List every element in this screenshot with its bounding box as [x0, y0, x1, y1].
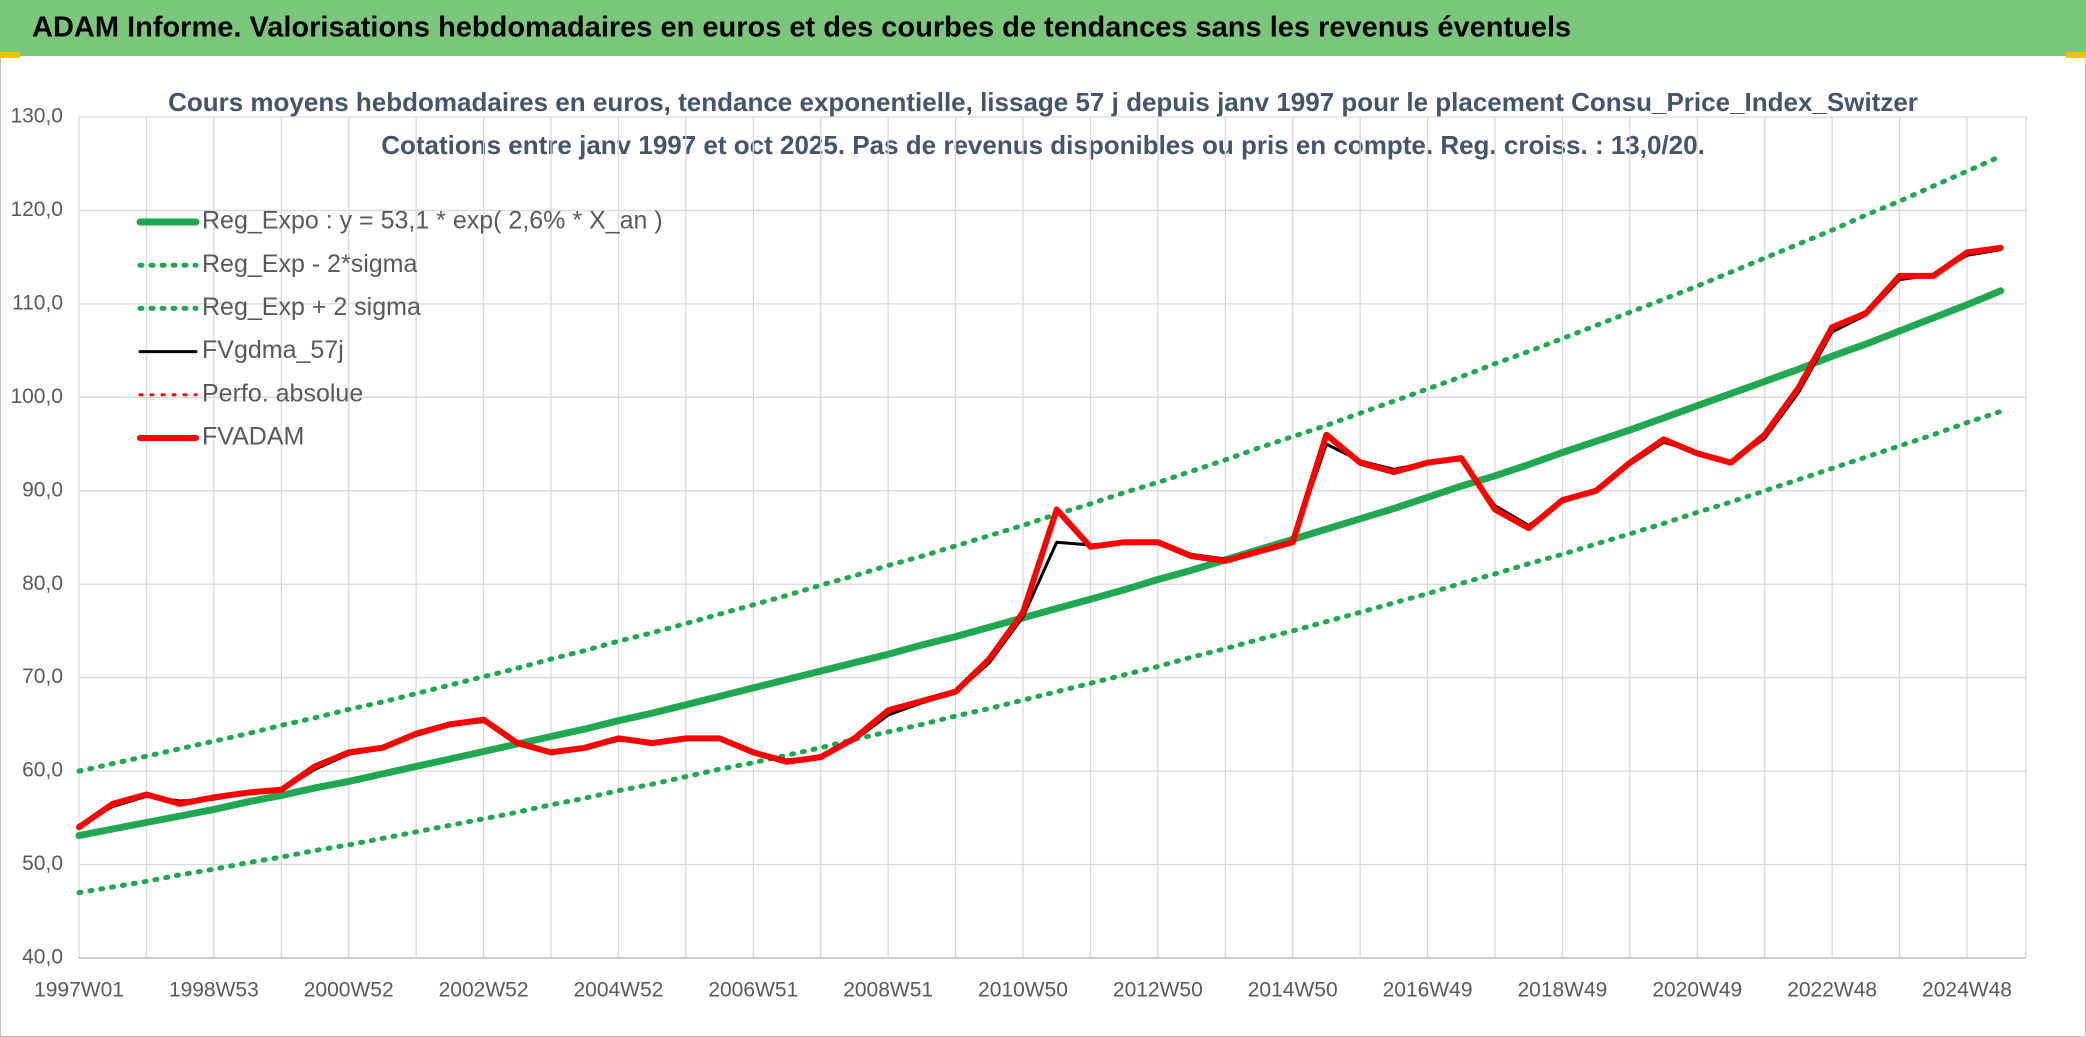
x-tick-label: 1998W53 — [169, 979, 259, 1002]
x-tick-label: 2002W52 — [439, 979, 529, 1002]
y-tick-label: 120,0 — [10, 198, 63, 221]
legend-label: Reg_Exp + 2 sigma — [202, 293, 421, 321]
x-tick-label: 2016W49 — [1383, 979, 1473, 1002]
chart-title: Cours moyens hebdomadaires en euros, ten… — [168, 87, 1918, 117]
x-tick-label: 2008W51 — [843, 979, 933, 1002]
legend-label: Reg_Exp - 2*sigma — [202, 250, 417, 278]
y-tick-label: 90,0 — [22, 478, 63, 501]
chart-subtitle: Cotations entre janv 1997 et oct 2025. P… — [381, 130, 1705, 160]
x-tick-label: 2024W48 — [1922, 979, 2012, 1002]
legend-label: FVADAM — [202, 423, 304, 451]
x-tick-label: 1997W01 — [34, 979, 124, 1002]
y-tick-label: 100,0 — [10, 385, 63, 408]
series-line — [76, 244, 2004, 831]
header-bar — [0, 0, 2086, 56]
y-tick-label: 110,0 — [12, 291, 63, 314]
x-tick-label: 2000W52 — [304, 979, 394, 1002]
x-tick-label: 2006W51 — [708, 979, 798, 1002]
x-tick-label: 2020W49 — [1652, 979, 1742, 1002]
y-tick-label: 60,0 — [22, 759, 63, 782]
x-tick-label: 2004W52 — [573, 979, 663, 1002]
y-tick-label: 130,0 — [10, 105, 63, 128]
x-tick-label: 2022W48 — [1787, 979, 1877, 1002]
y-tick-label: 40,0 — [22, 946, 63, 969]
series-line — [75, 287, 2005, 840]
series-line — [76, 408, 2004, 896]
x-tick-label: 2010W50 — [978, 979, 1068, 1002]
corner — [2066, 52, 2086, 58]
x-tick-label: 2014W50 — [1248, 979, 1338, 1002]
y-tick-label: 50,0 — [22, 852, 63, 875]
y-tick-label: 80,0 — [22, 572, 63, 595]
series-line — [76, 153, 2004, 774]
legend-label: FVgdma_57j — [202, 336, 344, 364]
x-tick-label: 2012W50 — [1113, 979, 1203, 1002]
x-tick-label: 2018W49 — [1517, 979, 1607, 1002]
corner — [0, 52, 20, 58]
y-tick-label: 70,0 — [22, 665, 63, 688]
header-title: ADAM Informe. Valorisations hebdomadaire… — [32, 12, 1571, 44]
legend-label: Perfo. absolue — [202, 379, 363, 407]
legend-label: Reg_Expo : y = 53,1 * exp( 2,6% * X_an ) — [202, 207, 663, 235]
